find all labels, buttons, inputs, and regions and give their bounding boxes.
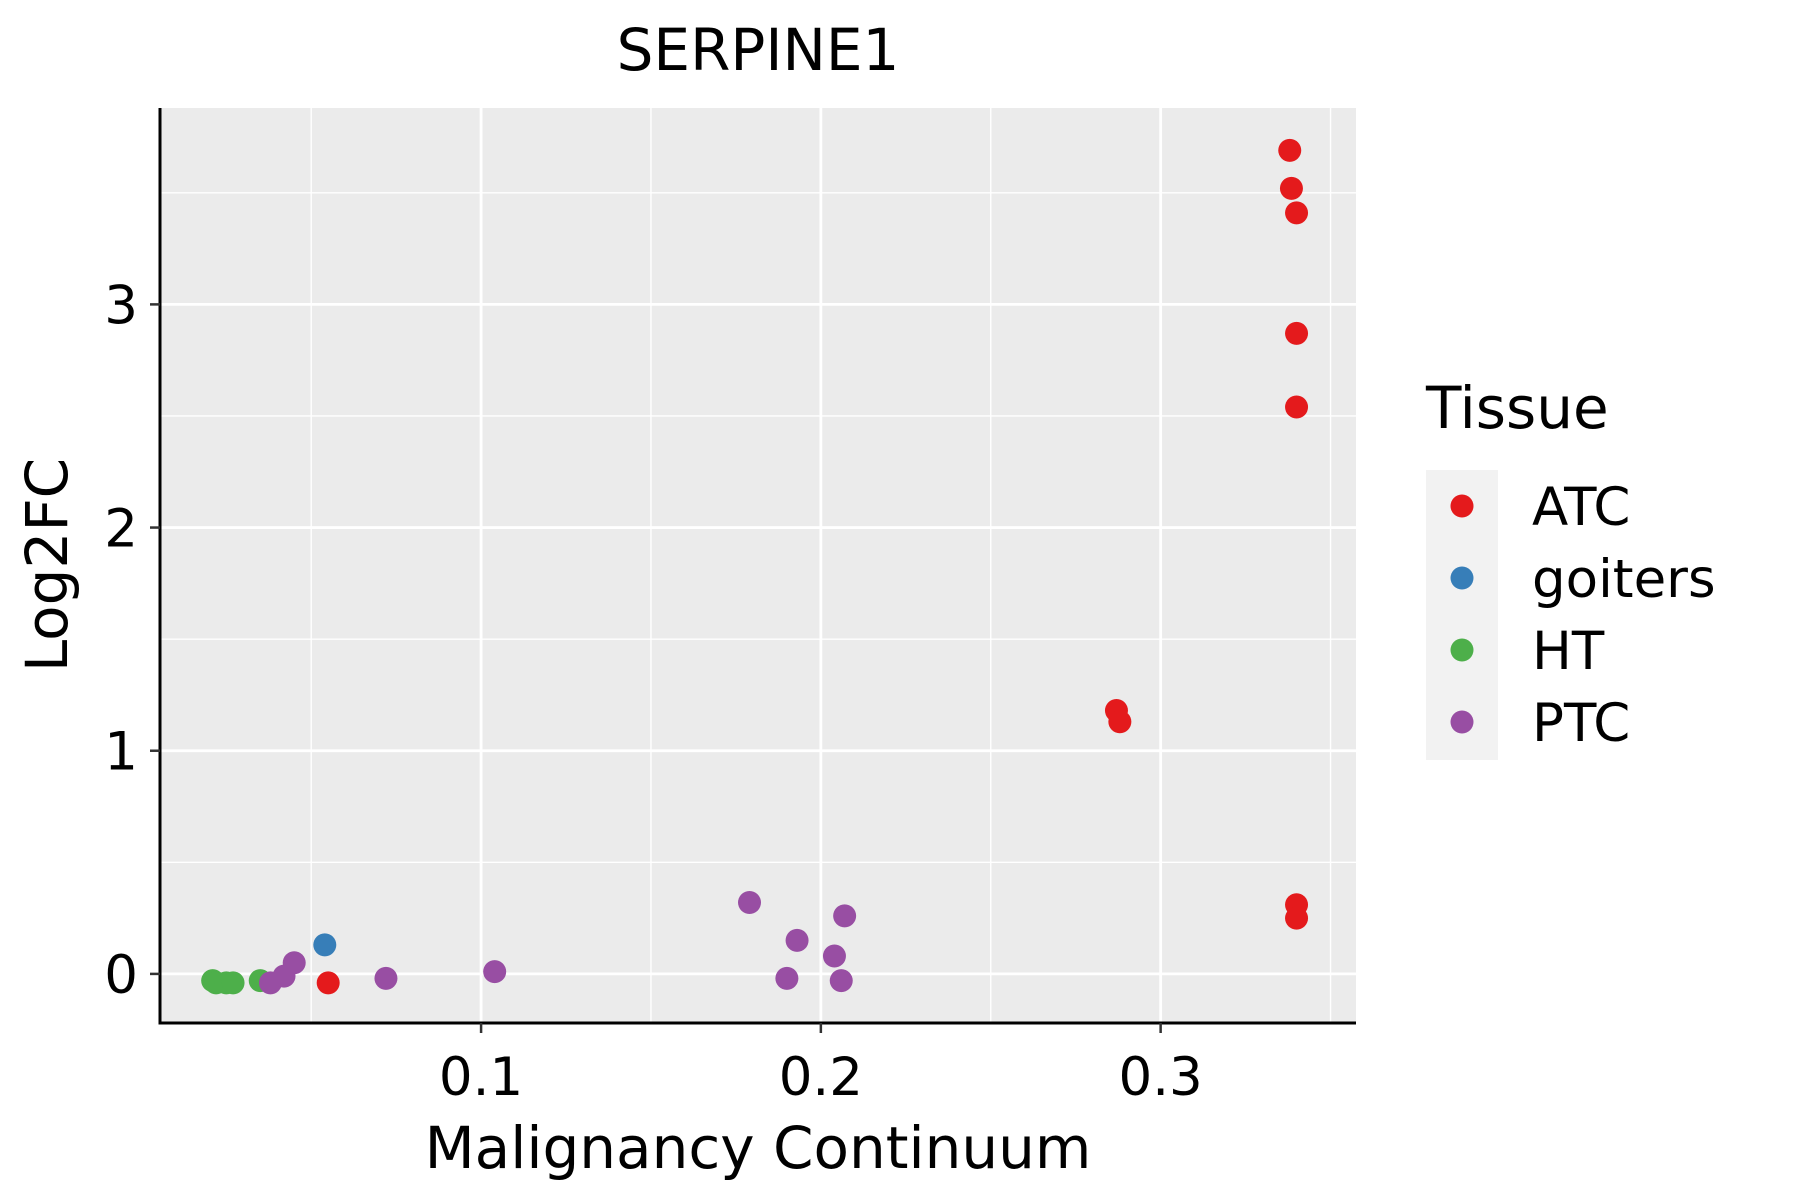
legend-key-ptc [1450, 710, 1474, 734]
point-ptc [833, 904, 857, 928]
point-atc [1285, 321, 1309, 345]
minor-gridlines [160, 108, 1356, 1023]
y-axis-label: Log2FC [13, 458, 81, 672]
point-ptc [483, 960, 507, 984]
point-atc [1285, 906, 1309, 930]
data-points [201, 138, 1309, 995]
point-ptc [775, 966, 799, 990]
point-ptc [738, 890, 762, 914]
legend-label-ptc: PTC [1532, 693, 1630, 754]
y-tick-label: 3 [104, 275, 138, 336]
point-atc [1108, 710, 1132, 734]
legend-label-goiters: goiters [1532, 549, 1716, 610]
x-axis-label: Malignancy Continuum [425, 1114, 1092, 1182]
major-gridlines [160, 108, 1356, 1023]
point-atc [1278, 138, 1302, 162]
plot-panel [160, 108, 1356, 1023]
chart-title: SERPINE1 [617, 16, 900, 84]
y-tick-label: 2 [104, 499, 138, 560]
legend-label-ht: HT [1532, 621, 1605, 682]
legend-key-ht [1450, 638, 1474, 662]
point-atc [1285, 395, 1309, 419]
point-atc [1279, 176, 1303, 200]
x-axis-ticks: 0.1 0.2 0.3 [439, 1023, 1203, 1108]
y-tick-label: 1 [104, 722, 138, 783]
legend: Tissue ATC goiters HT PTC [1425, 374, 1716, 760]
y-axis-ticks: 0 1 2 3 [104, 275, 160, 1006]
point-ptc [829, 969, 853, 993]
point-atc [1285, 201, 1309, 225]
point-ptc [822, 944, 846, 968]
x-tick-label: 0.3 [1118, 1047, 1202, 1108]
point-ptc [282, 951, 306, 975]
legend-key-goiters [1450, 566, 1474, 590]
x-tick-label: 0.1 [439, 1047, 523, 1108]
y-tick-label: 0 [104, 945, 138, 1006]
point-ptc [374, 966, 398, 990]
x-tick-label: 0.2 [779, 1047, 863, 1108]
legend-label-atc: ATC [1532, 477, 1630, 538]
legend-title: Tissue [1425, 374, 1609, 442]
point-goiters [313, 933, 337, 957]
legend-key-atc [1450, 494, 1474, 518]
point-ptc [785, 928, 809, 952]
point-ht [221, 971, 245, 995]
point-atc [316, 971, 340, 995]
